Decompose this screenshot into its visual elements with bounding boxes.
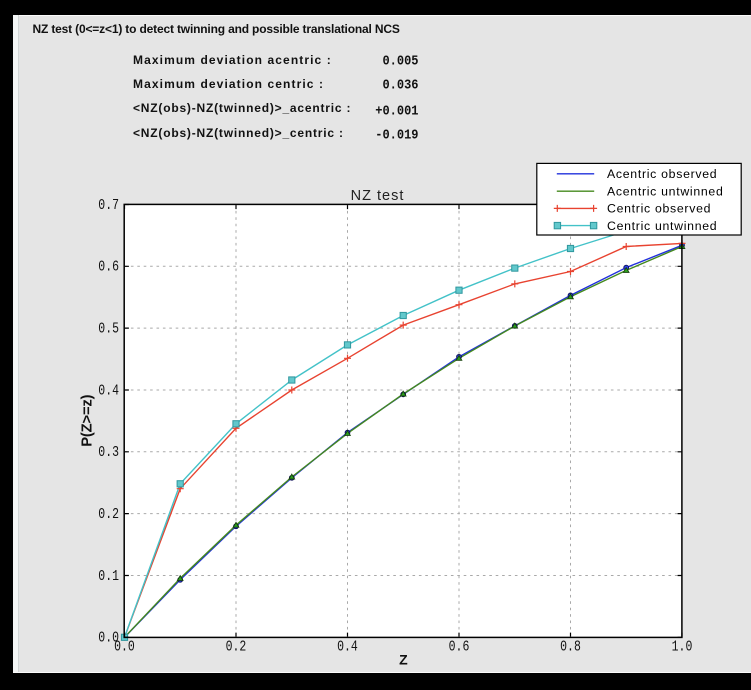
svg-text:Z: Z [399, 652, 408, 668]
svg-text:1.0: 1.0 [672, 639, 693, 656]
svg-text:0.6: 0.6 [98, 259, 119, 276]
svg-text:0.5: 0.5 [98, 321, 119, 338]
svg-text:0.2: 0.2 [98, 507, 119, 524]
svg-text:0.6: 0.6 [449, 639, 470, 656]
svg-text:0.2: 0.2 [226, 639, 247, 656]
svg-text:NZ test: NZ test [351, 188, 405, 204]
svg-text:0.8: 0.8 [560, 639, 581, 656]
svg-text:0.4: 0.4 [98, 383, 119, 400]
svg-text:P(Z>=z): P(Z>=z) [79, 394, 95, 446]
svg-text:0.7: 0.7 [98, 198, 119, 215]
svg-text:Acentric observed: Acentric observed [607, 167, 717, 181]
svg-text:0.1: 0.1 [98, 569, 119, 586]
svg-text:0.4: 0.4 [337, 639, 358, 656]
svg-text:0.0: 0.0 [98, 630, 119, 647]
svg-text:Centric untwinned: Centric untwinned [607, 219, 717, 233]
svg-text:Centric observed: Centric observed [607, 202, 711, 216]
svg-text:0.0: 0.0 [114, 639, 135, 656]
svg-text:0.3: 0.3 [98, 445, 119, 462]
svg-text:Acentric untwinned: Acentric untwinned [607, 185, 724, 199]
